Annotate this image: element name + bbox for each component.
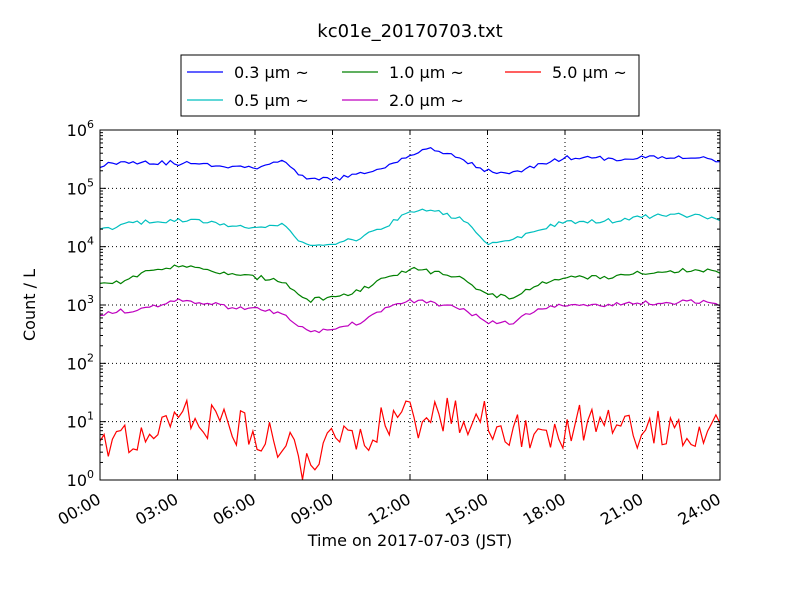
y-tick-label: 101 — [67, 410, 94, 432]
x-tick-label: 21:00 — [597, 489, 646, 529]
y-tick-label: 106 — [67, 118, 94, 140]
legend-label: 5.0 μm ~ — [552, 63, 627, 82]
x-tick-label: 06:00 — [210, 489, 259, 529]
series-line-3 — [99, 298, 721, 334]
legend-box — [180, 54, 640, 117]
ticks: 00:00 03:00 06:00 09:00 12:00 15:00 18:00 21:00… — [55, 118, 724, 529]
x-tick-label: 03:00 — [132, 489, 181, 529]
y-axis-label: Count / L — [20, 269, 39, 341]
series-line-0 — [99, 147, 721, 181]
x-tick-label: 24:00 — [675, 489, 724, 529]
chart-title: kc01e_20170703.txt — [317, 21, 502, 42]
legend: 0.3 μm ~ 0.5 μm ~ 1.0 μm ~ 2.0 μm ~ 5.0 μm ~ — [180, 54, 640, 117]
legend-label: 0.5 μm ~ — [234, 91, 309, 110]
y-tick-label: 103 — [67, 293, 94, 315]
y-tick-label: 105 — [67, 176, 94, 198]
series-line-1 — [99, 208, 721, 246]
legend-label: 2.0 μm ~ — [389, 91, 464, 110]
x-tick-label: 09:00 — [287, 489, 336, 529]
legend-label: 1.0 μm ~ — [389, 63, 464, 82]
y-tick-label: 100 — [67, 468, 94, 490]
series-line-2 — [99, 264, 721, 304]
x-tick-label: 18:00 — [520, 489, 569, 529]
series-line-4 — [99, 397, 721, 480]
x-tick-label: 15:00 — [442, 489, 491, 529]
x-tick-label: 00:00 — [55, 489, 104, 529]
y-tick-label: 102 — [67, 351, 94, 373]
x-tick-label: 12:00 — [365, 489, 414, 529]
y-tick-label: 104 — [67, 235, 94, 257]
legend-label: 0.3 μm ~ — [234, 63, 309, 82]
series-layer — [99, 147, 721, 480]
grid — [100, 130, 720, 480]
x-axis-label: Time on 2017-07-03 (JST) — [307, 531, 512, 550]
